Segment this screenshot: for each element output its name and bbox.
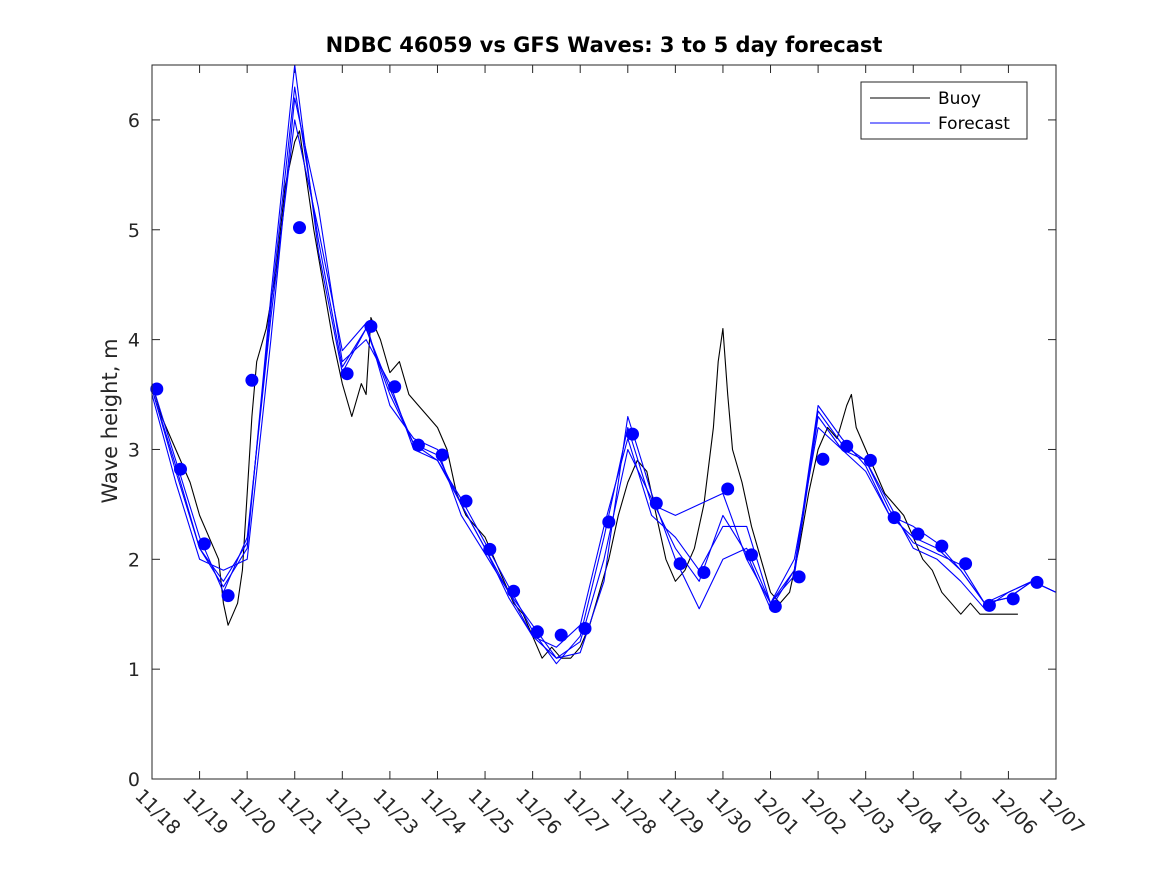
forecast-point xyxy=(507,584,521,598)
forecast-point xyxy=(293,221,306,235)
y-axis-label: Wave height, m xyxy=(98,338,122,503)
forecast-point xyxy=(435,448,449,462)
forecast-series-line xyxy=(152,119,1056,648)
y-tick-label: 2 xyxy=(128,549,140,571)
forecast-point xyxy=(840,439,854,453)
forecast-point xyxy=(578,622,592,635)
forecast-markers xyxy=(150,221,1044,642)
forecast-point xyxy=(792,570,806,584)
forecast-point xyxy=(459,494,473,508)
y-tick-label: 1 xyxy=(128,659,140,681)
forecast-point xyxy=(554,628,568,642)
forecast-point xyxy=(721,482,735,496)
legend-buoy-label: Buoy xyxy=(938,89,981,109)
forecast-point xyxy=(197,537,211,551)
series-layer xyxy=(152,65,1056,665)
plot-frame xyxy=(151,64,1057,780)
legend-box xyxy=(860,81,1028,140)
y-tick-label: 5 xyxy=(128,220,140,242)
y-axis-ticks: 0 1 2 3 4 5 6 xyxy=(128,110,1056,791)
y-tick-label: 3 xyxy=(128,439,140,461)
forecast-series-line xyxy=(152,65,1056,659)
forecast-point xyxy=(1006,592,1020,606)
forecast-point xyxy=(626,427,639,441)
forecast-point xyxy=(935,539,949,553)
forecast-point xyxy=(745,548,758,562)
forecast-point xyxy=(245,373,259,387)
forecast-point xyxy=(649,496,663,510)
forecast-point xyxy=(483,542,497,556)
y-tick-label: 0 xyxy=(128,769,140,791)
forecast-point xyxy=(911,527,925,541)
y-tick-label: 4 xyxy=(128,330,140,352)
forecast-point xyxy=(602,515,616,529)
forecast-point xyxy=(1030,575,1044,589)
y-tick-label: 6 xyxy=(128,110,140,132)
forecast-series-line xyxy=(152,97,1056,665)
forecast-point xyxy=(340,367,354,381)
forecast-point xyxy=(673,557,687,571)
legend: Buoy Forecast xyxy=(860,81,1028,140)
forecast-point xyxy=(221,589,235,603)
plot-area xyxy=(152,65,1056,779)
forecast-point xyxy=(364,319,378,333)
forecast-point xyxy=(388,380,402,394)
forecast-point xyxy=(816,452,830,466)
forecast-point xyxy=(982,598,996,612)
forecast-point xyxy=(863,453,877,467)
forecast-point xyxy=(887,511,901,525)
forecast-series-line xyxy=(152,86,1056,659)
forecast-point xyxy=(697,566,711,579)
forecast-point xyxy=(150,382,164,396)
forecast-point xyxy=(411,438,425,452)
forecast-point xyxy=(768,600,782,613)
forecast-point xyxy=(530,625,544,639)
legend-forecast-label: Forecast xyxy=(938,114,1010,134)
forecast-point xyxy=(174,462,187,476)
forecast-point xyxy=(959,557,973,571)
chart-title: NDBC 46059 vs GFS Waves: 3 to 5 day fore… xyxy=(326,33,883,57)
